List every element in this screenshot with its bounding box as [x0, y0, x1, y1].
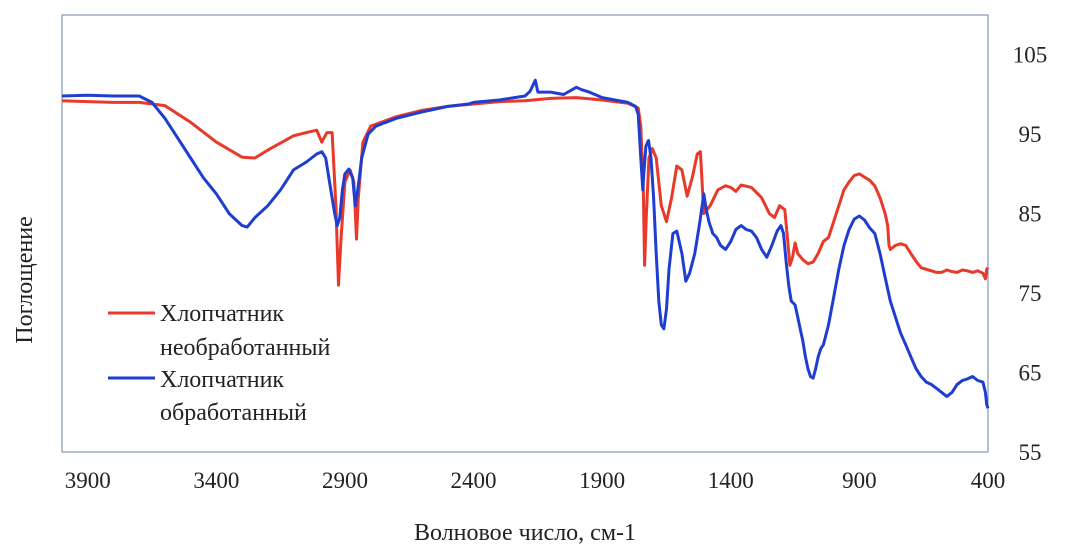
x-tick-label: 3400	[193, 468, 239, 493]
y-tick-label: 55	[1019, 440, 1042, 465]
legend-label-untreated-line1: Хлопчатник	[160, 301, 284, 327]
legend: Хлопчатник необработанный Хлопчатник обр…	[108, 301, 331, 426]
legend-label-untreated-line2: необработанный	[160, 335, 331, 361]
y-tick-labels: 55 65 75 85 95 105	[1013, 43, 1048, 465]
x-tick-label: 400	[971, 468, 1006, 493]
plot-area	[61, 14, 989, 453]
legend-label-treated-line2: обработанный	[160, 400, 307, 426]
series-group	[61, 78, 990, 409]
y-tick-label: 65	[1019, 361, 1042, 386]
series-line-treated	[61, 78, 990, 409]
y-tick-label: 95	[1019, 122, 1042, 147]
y-axis-title: Поглощение	[12, 216, 38, 343]
x-tick-labels: 3900 3400 2900 2400 1900 1400 900 400	[65, 468, 1006, 493]
x-tick-label: 1400	[708, 468, 754, 493]
y-tick-label: 105	[1013, 43, 1048, 68]
x-tick-label: 2400	[451, 468, 497, 493]
x-tick-label: 3900	[65, 468, 111, 493]
x-tick-label: 2900	[322, 468, 368, 493]
x-tick-label: 1900	[579, 468, 625, 493]
series-line-untreated	[61, 96, 990, 287]
x-axis-title: Волновое число, см-1	[414, 520, 636, 546]
legend-label-treated-line1: Хлопчатник	[160, 367, 284, 393]
x-tick-label: 900	[842, 468, 877, 493]
y-tick-label: 85	[1019, 202, 1042, 227]
y-tick-label: 75	[1019, 281, 1042, 306]
